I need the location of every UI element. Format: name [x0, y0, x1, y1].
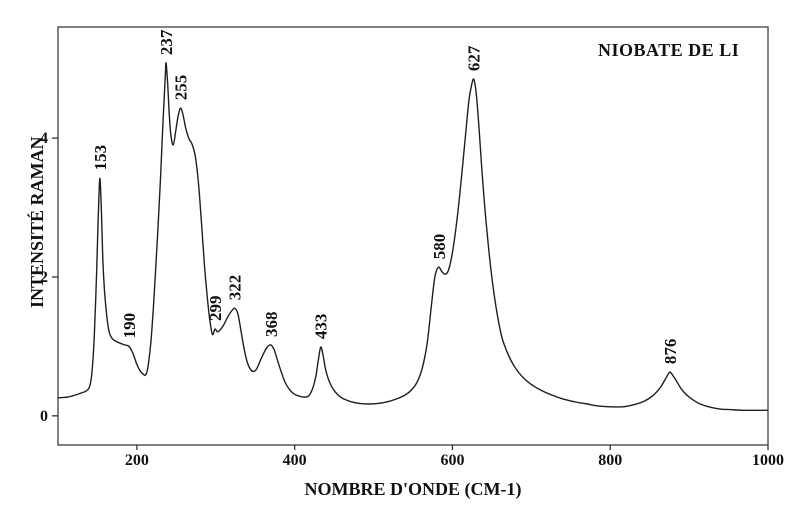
x-tick-label: 600	[440, 452, 464, 469]
peak-label-322: 322	[226, 275, 245, 301]
x-tick-label: 200	[125, 452, 149, 469]
x-tick-label: 400	[283, 452, 307, 469]
peak-label-627: 627	[465, 45, 484, 71]
peak-label-433: 433	[312, 314, 331, 340]
x-tick-label: 1000	[752, 452, 784, 469]
x-axis-label: NOMBRE D'ONDE (CM-1)	[304, 479, 522, 499]
peak-label-255: 255	[171, 75, 190, 101]
y-tick-label: 2	[40, 269, 48, 286]
peak-label-876: 876	[661, 339, 680, 365]
peak-label-368: 368	[262, 312, 281, 338]
x-tick-label: 800	[598, 452, 622, 469]
plot-frame	[57, 26, 769, 446]
spectrum-curve	[57, 62, 768, 412]
y-tick-label: 4	[40, 130, 48, 147]
chart-title: NIOBATE DE LI	[598, 40, 740, 60]
peak-label-580: 580	[430, 234, 449, 260]
peak-label-299: 299	[206, 296, 225, 322]
peak-label-237: 237	[157, 29, 176, 55]
y-axis-label: INTENSITÉ RAMAN	[27, 136, 47, 308]
y-tick-label: 0	[40, 408, 48, 425]
peak-label-153: 153	[91, 145, 110, 171]
peak-label-190: 190	[120, 313, 139, 339]
